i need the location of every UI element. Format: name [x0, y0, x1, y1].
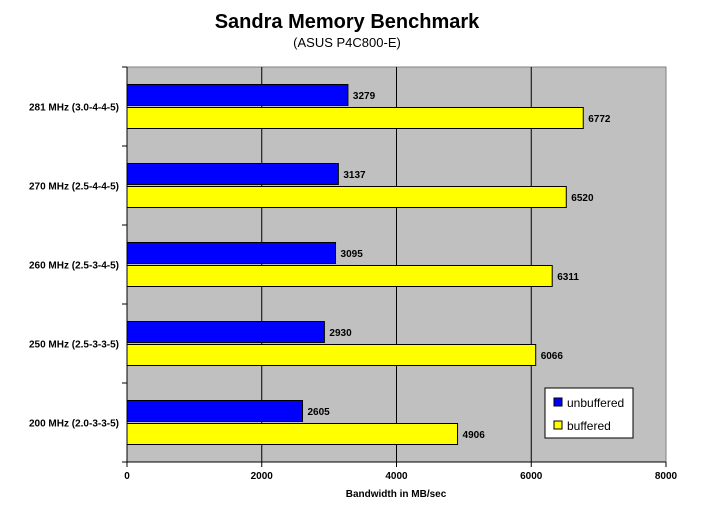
legend-label-unbuffered: unbuffered [567, 396, 624, 410]
data-label: 6772 [588, 114, 611, 125]
legend-box [544, 387, 634, 439]
legend-swatch-unbuffered [553, 397, 563, 407]
x-tick-label: 4000 [385, 471, 408, 482]
data-label: 6311 [557, 272, 579, 283]
bar-buffered [126, 265, 553, 287]
data-label: 3137 [343, 170, 366, 181]
bar-buffered [126, 107, 584, 129]
x-tick-label: 6000 [520, 471, 543, 482]
bar-unbuffered [126, 84, 349, 106]
x-tick-label: 8000 [655, 471, 678, 482]
bar-buffered [126, 344, 537, 366]
category-label: 270 MHz (2.5-4-4-5) [29, 182, 119, 193]
bar-unbuffered [126, 163, 339, 185]
bar-buffered [126, 423, 459, 445]
bar-unbuffered [126, 400, 304, 422]
bar-unbuffered [126, 321, 325, 343]
data-label: 4906 [463, 430, 486, 441]
x-tick-label: 0 [124, 471, 130, 482]
data-label: 2605 [308, 407, 331, 418]
data-label: 6520 [571, 193, 594, 204]
data-label: 3095 [341, 249, 364, 260]
plot-area: 0 2000 4000 6000 8000 [122, 66, 678, 482]
category-label: 281 MHz (3.0-4-4-5) [29, 103, 119, 114]
x-tick-label: 2000 [251, 471, 274, 482]
category-label: 250 MHz (2.5-3-3-5) [29, 340, 119, 351]
bar-buffered [126, 186, 567, 208]
chart-title: Sandra Memory Benchmark [215, 11, 480, 33]
x-axis-title: Bandwidth in MB/sec [346, 489, 447, 500]
legend-swatch-buffered [553, 420, 563, 430]
category-label: 200 MHz (2.0-3-3-5) [29, 419, 119, 430]
chart-marks: 281 MHz (3.0-4-4-5) 3279 6772 270 MHz (2.5-… [29, 84, 611, 445]
data-label: 3279 [353, 91, 376, 102]
legend: unbuffered buffered [544, 387, 634, 439]
chart-subtitle: (ASUS P4C800-E) [293, 35, 401, 50]
category-label: 260 MHz (2.5-3-4-5) [29, 261, 119, 272]
data-label: 2930 [329, 328, 352, 339]
bar-unbuffered [126, 242, 337, 264]
legend-label-buffered: buffered [567, 419, 611, 433]
data-label: 6066 [541, 351, 564, 362]
